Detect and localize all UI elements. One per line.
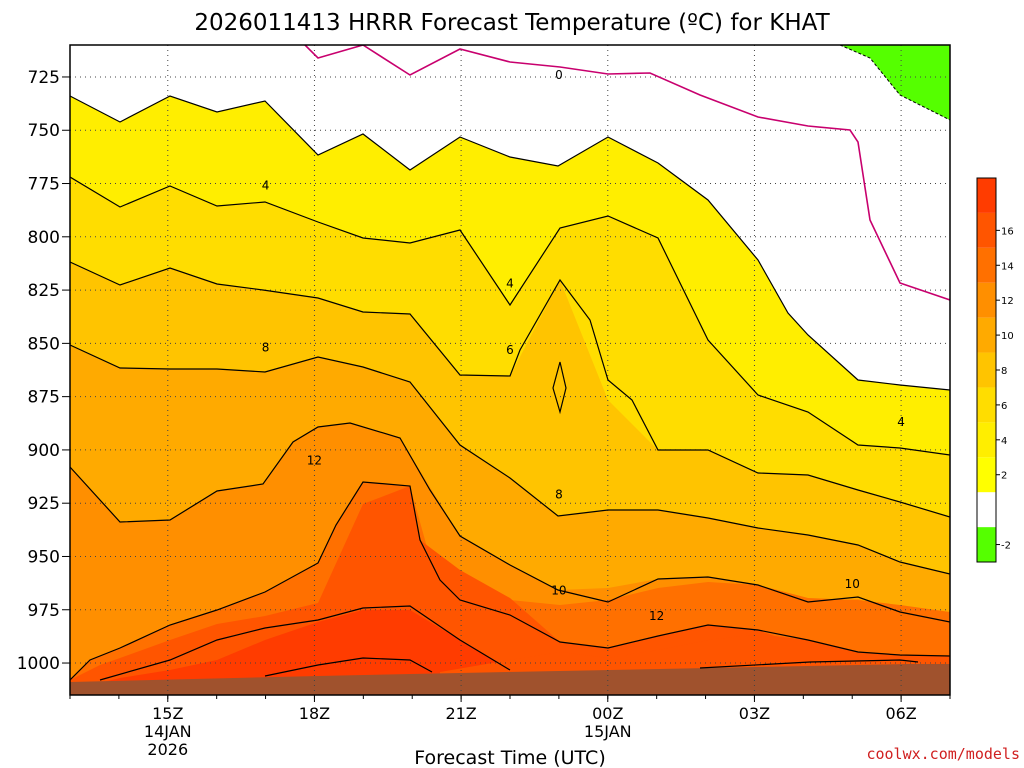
colorbar-label: -2	[1001, 541, 1011, 552]
credit-text: coolwx.com/models	[866, 745, 1020, 763]
colorbar-swatch	[977, 178, 996, 213]
y-tick-label: 1000	[17, 654, 60, 674]
contour-label: 4	[262, 179, 270, 193]
colorbar-label: 6	[1001, 401, 1007, 412]
contour-bottom-right	[699, 659, 919, 669]
y-tick-label: 850	[28, 334, 60, 354]
contour-label: 6	[506, 343, 514, 357]
x-tick-label: 03Z	[739, 704, 770, 723]
x-tick-sublabel: 2026	[147, 740, 188, 759]
contour-green-edge	[839, 45, 950, 121]
chart-title: 2026011413 HRRR Forecast Temperature (ºC…	[194, 10, 830, 36]
fill-band-green	[840, 45, 950, 120]
ground-surface	[70, 664, 950, 695]
colorbar-swatch	[977, 317, 996, 353]
colorbar-label: 12	[1001, 296, 1014, 307]
contour-label: 12	[307, 454, 322, 468]
y-tick-label: 950	[28, 547, 60, 567]
contour-label: 8	[262, 341, 270, 355]
fill-band-white	[70, 45, 950, 390]
contour-label: 10	[551, 584, 566, 598]
colorbar-swatch	[977, 457, 996, 493]
contour-12	[70, 481, 950, 681]
colorbar-swatch	[977, 387, 996, 423]
colorbar-label: 4	[1001, 436, 1007, 447]
contour-14	[99, 605, 511, 681]
contour-label: 4	[506, 277, 514, 291]
y-tick-label: 725	[28, 68, 60, 88]
colorbar-label: 2	[1001, 471, 1007, 482]
y-axis: 725 750 775 800 825 850 875 900 925 950 975 1000	[17, 68, 70, 674]
contour-0	[304, 45, 950, 301]
colorbar-swatch	[977, 247, 996, 283]
y-tick-label: 775	[28, 175, 60, 195]
colorbar-swatch	[977, 422, 996, 458]
contour-4	[70, 176, 950, 456]
gridlines	[70, 45, 950, 695]
x-tick-sublabel: 14JAN	[144, 722, 192, 741]
colorbar-label: 8	[1001, 366, 1007, 377]
contour-6	[70, 261, 950, 518]
x-tick-label: 18Z	[299, 704, 330, 723]
colorbar-swatch	[977, 212, 996, 248]
y-tick-label: 825	[28, 281, 60, 301]
contour-10	[70, 422, 950, 623]
y-tick-label: 900	[28, 441, 60, 461]
contour-label: 4	[897, 415, 905, 429]
contour-8	[70, 344, 950, 575]
colorbar-swatch	[977, 527, 996, 562]
y-tick-label: 875	[28, 388, 60, 408]
y-tick-label: 750	[28, 121, 60, 141]
contour-2	[70, 95, 950, 391]
colorbar: -2 2 4 6 8 10 12 14 16	[976, 177, 1014, 563]
colorbar-swatch	[977, 352, 996, 388]
plot-area: 0 4 4 4 6 8 8 10 10 12 12	[70, 45, 950, 695]
y-tick-label: 925	[28, 494, 60, 514]
contour-6-closed	[552, 361, 567, 415]
contour-label: 12	[649, 609, 664, 623]
contour-label: 8	[555, 488, 563, 502]
x-tick-label: 06Z	[885, 704, 916, 723]
colorbar-label: 16	[1001, 226, 1014, 237]
contour-label: 0	[555, 68, 563, 82]
x-tick-label: 15Z	[152, 704, 183, 723]
x-tick-label: 21Z	[445, 704, 476, 723]
colorbar-swatch	[977, 492, 996, 528]
x-tick-label: 00Z	[592, 704, 623, 723]
y-tick-label: 800	[28, 228, 60, 248]
x-tick-sublabel: 15JAN	[584, 722, 632, 741]
x-axis-title: Forecast Time (UTC)	[414, 747, 605, 768]
colorbar-swatch	[977, 282, 996, 318]
colorbar-label: 10	[1001, 331, 1014, 342]
contour-label: 10	[845, 577, 860, 591]
contour-16	[264, 657, 433, 677]
y-tick-label: 975	[28, 601, 60, 621]
contour-labels: 0 4 4 4 6 8 8 10 10 12 12	[262, 68, 905, 623]
colorbar-label: 14	[1001, 261, 1014, 272]
